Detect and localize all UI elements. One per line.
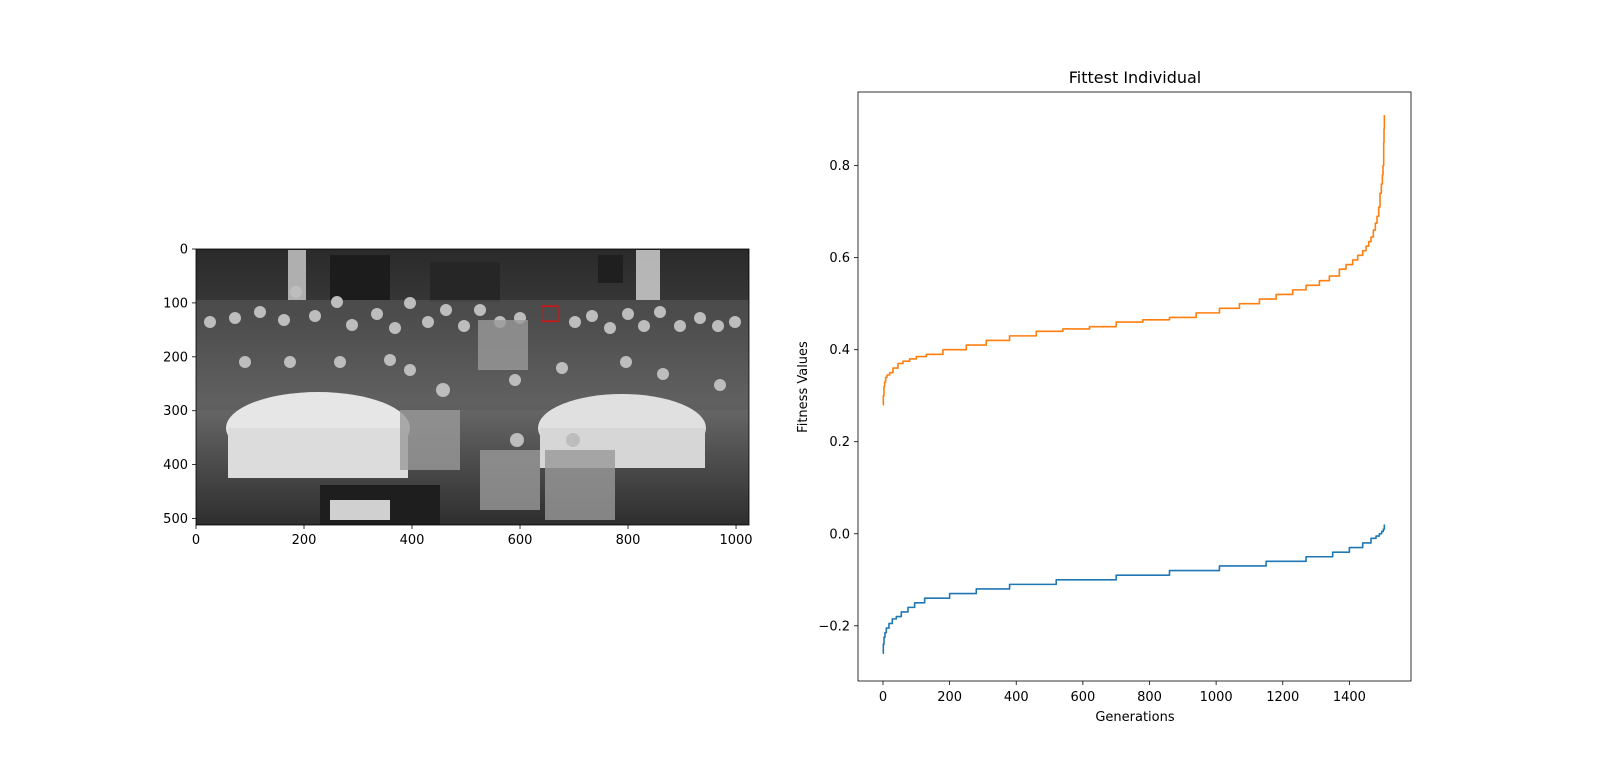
y-axis-label: Fitness Values [796, 341, 811, 433]
image-y-tick-label: 500 [163, 512, 188, 527]
chart-y-tick-label: −0.2 [818, 619, 850, 634]
chart-x-ticks: 0 200 400 600 800 1000 1200 1400 [879, 681, 1366, 705]
image-y-tick-label: 0 [180, 243, 188, 258]
image-x-tick-label: 800 [616, 533, 641, 548]
chart-y-tick-label: 0.0 [829, 527, 850, 542]
image-x-tick-label: 1000 [719, 533, 752, 548]
chart-y-tick-label: 0.6 [829, 251, 850, 266]
image-y-ticks: 0 100 200 300 400 500 [163, 243, 196, 527]
image-y-tick-label: 300 [163, 404, 188, 419]
image-x-tick-label: 200 [292, 533, 317, 548]
series-layer [882, 115, 1386, 655]
chart-x-tick-label: 0 [879, 690, 887, 705]
chart-y-tick-label: 0.4 [829, 343, 850, 358]
series-line-0 [882, 115, 1386, 406]
line-chart-panel: Fittest Individual 0 200 400 600 800 1000 1200… [796, 68, 1412, 725]
chart-title: Fittest Individual [1069, 68, 1202, 87]
image-x-ticks: 0 200 400 600 800 1000 [192, 525, 753, 548]
image-y-tick-label: 200 [163, 350, 188, 365]
image-y-tick-label: 400 [163, 458, 188, 473]
chart-x-tick-label: 200 [937, 690, 962, 705]
highlight-box [541, 305, 559, 322]
chart-x-tick-label: 600 [1070, 690, 1095, 705]
chart-x-tick-label: 1400 [1333, 690, 1366, 705]
chart-y-ticks: −0.2 0.0 0.2 0.4 0.6 0.8 [818, 159, 858, 634]
plot-frame [857, 91, 1412, 682]
chart-y-tick-label: 0.2 [829, 435, 850, 450]
chart-x-tick-label: 400 [1004, 690, 1029, 705]
image-x-tick-label: 600 [508, 533, 533, 548]
image-panel: 0 200 400 600 800 1000 0 100 200 300 400 500 [163, 243, 752, 549]
chart-x-tick-label: 1200 [1266, 690, 1299, 705]
image-x-tick-label: 0 [192, 533, 200, 548]
series-line-1 [882, 524, 1386, 655]
image-y-tick-label: 100 [163, 296, 188, 311]
chart-x-tick-label: 800 [1137, 690, 1162, 705]
group-photo [196, 249, 749, 525]
image-frame [195, 248, 750, 526]
chart-y-tick-label: 0.8 [829, 159, 850, 174]
x-axis-label: Generations [1095, 710, 1175, 725]
chart-x-tick-label: 1000 [1200, 690, 1233, 705]
image-x-tick-label: 400 [400, 533, 425, 548]
